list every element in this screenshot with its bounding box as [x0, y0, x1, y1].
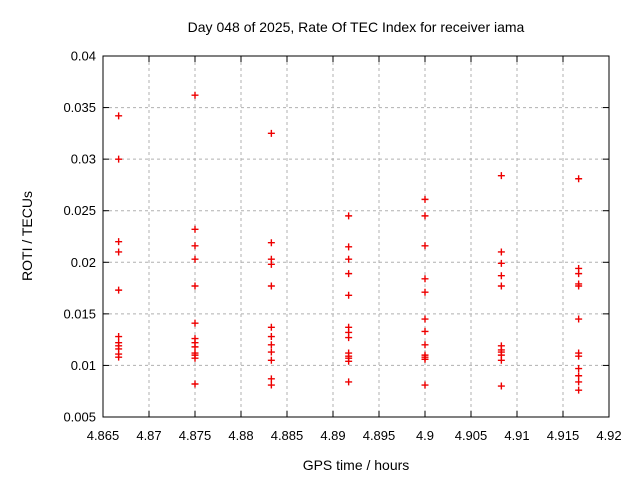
x-tick-label: 4.87 — [136, 428, 161, 443]
data-point-marker — [191, 343, 199, 351]
data-point-marker — [115, 112, 123, 120]
data-point-marker — [267, 333, 275, 341]
data-point-marker — [191, 242, 199, 250]
data-point-marker — [497, 282, 505, 290]
data-point-marker — [115, 248, 123, 256]
x-tick-label: 4.865 — [87, 428, 120, 443]
x-tick-label: 4.9 — [416, 428, 434, 443]
data-point-marker — [267, 375, 275, 383]
data-point-marker — [345, 291, 353, 299]
data-point-marker — [191, 319, 199, 327]
data-point-marker — [421, 381, 429, 389]
y-tick-label: 0.035 — [63, 100, 96, 115]
data-point-marker — [575, 378, 583, 386]
x-tick-label: 4.875 — [179, 428, 212, 443]
data-point-marker — [345, 357, 353, 365]
data-point-marker — [345, 334, 353, 342]
x-tick-label: 4.905 — [455, 428, 488, 443]
data-point-marker — [497, 272, 505, 280]
data-point-marker — [267, 348, 275, 356]
y-tick-label: 0.04 — [71, 49, 96, 64]
data-point-marker — [115, 333, 123, 341]
data-point-marker — [497, 382, 505, 390]
data-point-marker — [191, 282, 199, 290]
data-point-marker — [115, 286, 123, 294]
x-tick-label: 4.915 — [547, 428, 580, 443]
data-point-marker — [345, 243, 353, 251]
data-point-marker — [421, 195, 429, 203]
data-point-marker — [267, 356, 275, 364]
data-point-marker — [267, 260, 275, 268]
data-point-marker — [575, 270, 583, 278]
data-point-marker — [421, 242, 429, 250]
data-point-marker — [345, 255, 353, 263]
data-point-marker — [267, 129, 275, 137]
data-point-marker — [575, 372, 583, 380]
data-point-marker — [575, 282, 583, 290]
data-point-marker — [575, 175, 583, 183]
x-tick-label: 4.91 — [504, 428, 529, 443]
data-point-marker — [191, 91, 199, 99]
data-point-marker — [497, 172, 505, 180]
data-point-marker — [421, 275, 429, 283]
data-point-marker — [421, 355, 429, 363]
x-axis-label: GPS time / hours — [302, 457, 410, 473]
data-point-marker — [345, 378, 353, 386]
data-point-marker — [497, 356, 505, 364]
data-point-marker — [421, 327, 429, 335]
data-point-marker — [497, 248, 505, 256]
data-point-marker — [115, 238, 123, 246]
y-tick-label: 0.025 — [63, 203, 96, 218]
data-point-marker — [345, 270, 353, 278]
data-point-marker — [575, 352, 583, 360]
data-point-marker — [575, 365, 583, 373]
data-point-marker — [497, 259, 505, 267]
data-point-marker — [421, 315, 429, 323]
x-tick-label: 4.89 — [320, 428, 345, 443]
data-point-marker — [191, 380, 199, 388]
data-point-marker — [421, 288, 429, 296]
data-point-marker — [191, 225, 199, 233]
x-tick-label: 4.88 — [228, 428, 253, 443]
y-tick-label: 0.015 — [63, 306, 96, 321]
chart-title: Day 048 of 2025, Rate Of TEC Index for r… — [187, 19, 525, 35]
data-point-marker — [267, 282, 275, 290]
data-point-marker — [575, 315, 583, 323]
plot-border — [102, 55, 610, 418]
y-tick-label: 0.01 — [71, 358, 96, 373]
y-tick-label: 0.005 — [63, 410, 96, 425]
data-point-marker — [421, 341, 429, 349]
data-point-marker — [267, 323, 275, 331]
data-point-marker — [575, 386, 583, 394]
data-point-marker — [115, 155, 123, 163]
data-point-marker — [191, 354, 199, 362]
data-point-marker — [267, 239, 275, 247]
x-tick-label: 4.885 — [271, 428, 304, 443]
data-point-marker — [267, 381, 275, 389]
y-tick-label: 0.02 — [71, 255, 96, 270]
data-point-marker — [115, 353, 123, 361]
data-point-marker — [345, 212, 353, 220]
data-point-marker — [267, 341, 275, 349]
x-tick-label: 4.895 — [363, 428, 396, 443]
data-point-marker — [191, 255, 199, 263]
y-tick-label: 0.03 — [71, 152, 96, 167]
x-tick-label: 4.92 — [596, 428, 621, 443]
data-point-marker — [421, 212, 429, 220]
